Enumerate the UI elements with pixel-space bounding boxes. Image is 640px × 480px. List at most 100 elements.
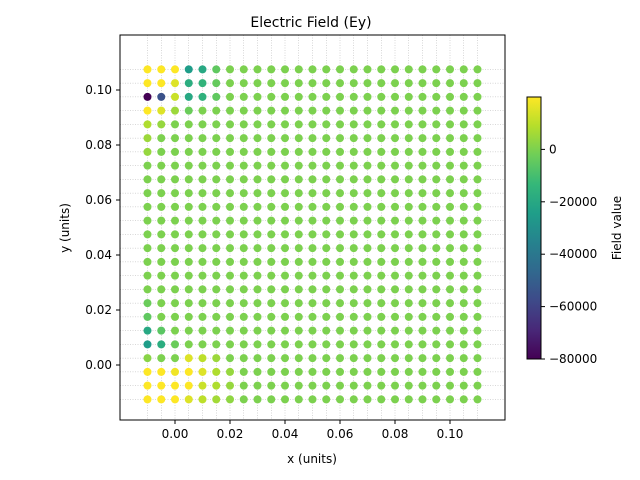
scatter-point (239, 92, 248, 101)
scatter-point (239, 161, 248, 170)
scatter-point (336, 354, 344, 363)
scatter-point (404, 92, 413, 101)
scatter-point (446, 79, 454, 88)
scatter-point (267, 175, 276, 184)
scatter-point (184, 134, 193, 143)
scatter-point (226, 65, 234, 74)
scatter-point (459, 312, 468, 321)
scatter-point (157, 189, 166, 198)
scatter-point (473, 395, 482, 404)
scatter-point (267, 381, 276, 390)
scatter-point (391, 189, 399, 198)
scatter-point (226, 381, 234, 390)
scatter-point (432, 299, 441, 308)
scatter-point (294, 79, 303, 88)
scatter-point (418, 312, 427, 321)
scatter-point (281, 230, 289, 239)
scatter-point (432, 354, 441, 363)
x-tick-label: 0.08 (382, 427, 409, 441)
scatter-point (294, 92, 303, 101)
scatter-point (432, 271, 441, 280)
scatter-point (184, 147, 193, 156)
scatter-point (143, 326, 152, 335)
scatter-point (459, 189, 468, 198)
scatter-point (446, 147, 454, 156)
scatter-point (212, 312, 221, 321)
scatter-point (322, 147, 331, 156)
scatter-point (377, 257, 386, 266)
scatter-point (336, 202, 344, 211)
scatter-point (143, 92, 152, 101)
scatter-point (418, 106, 427, 115)
scatter-point (377, 147, 386, 156)
scatter-point (336, 216, 344, 225)
scatter-point (377, 367, 386, 376)
scatter-point (473, 79, 482, 88)
scatter-point (143, 65, 152, 74)
scatter-point (198, 120, 207, 129)
scatter-point (184, 340, 193, 349)
scatter-point (226, 79, 234, 88)
scatter-point (143, 299, 152, 308)
scatter-point (267, 216, 276, 225)
scatter-point (363, 244, 372, 253)
scatter-point (267, 326, 276, 335)
scatter-point (267, 257, 276, 266)
scatter-point (157, 92, 166, 101)
scatter-point (336, 285, 344, 294)
x-tick-label: 0.06 (327, 427, 354, 441)
scatter-point (459, 161, 468, 170)
scatter-point (322, 79, 331, 88)
scatter-point (239, 106, 248, 115)
scatter-point (404, 367, 413, 376)
scatter-point (363, 147, 372, 156)
scatter-point (404, 230, 413, 239)
scatter-point (308, 92, 317, 101)
scatter-point (212, 79, 221, 88)
scatter-point (281, 354, 289, 363)
scatter-point (253, 92, 262, 101)
scatter-point (418, 230, 427, 239)
scatter-point (308, 312, 317, 321)
scatter-point (157, 354, 166, 363)
scatter-point (322, 285, 331, 294)
scatter-point (363, 326, 372, 335)
scatter-point (432, 175, 441, 184)
scatter-point (143, 271, 152, 280)
y-tick-label: 0.04 (85, 248, 112, 262)
scatter-point (391, 230, 399, 239)
scatter-point (418, 189, 427, 198)
scatter-point (336, 271, 344, 280)
scatter-point (184, 175, 193, 184)
scatter-point (226, 285, 234, 294)
scatter-point (198, 65, 207, 74)
x-axis-label: x (units) (287, 452, 337, 466)
scatter-point (198, 326, 207, 335)
scatter-point (459, 285, 468, 294)
scatter-point (212, 147, 221, 156)
scatter-point (143, 354, 152, 363)
scatter-point (459, 395, 468, 404)
scatter-point (432, 92, 441, 101)
scatter-point (446, 299, 454, 308)
scatter-point (267, 354, 276, 363)
scatter-point (363, 79, 372, 88)
scatter-point (143, 257, 152, 266)
scatter-point (281, 202, 289, 211)
scatter-point (473, 120, 482, 129)
scatter-point (418, 216, 427, 225)
scatter-point (239, 395, 248, 404)
scatter-point (377, 285, 386, 294)
colorbar-tick-label: −40000 (549, 247, 597, 261)
scatter-point (157, 106, 166, 115)
scatter-point (349, 120, 358, 129)
scatter-point (239, 189, 248, 198)
scatter-point (281, 147, 289, 156)
scatter-point (294, 161, 303, 170)
scatter-point (157, 79, 166, 88)
scatter-point (171, 65, 179, 74)
scatter-point (404, 120, 413, 129)
scatter-point (184, 299, 193, 308)
scatter-point (377, 230, 386, 239)
scatter-point (184, 271, 193, 280)
